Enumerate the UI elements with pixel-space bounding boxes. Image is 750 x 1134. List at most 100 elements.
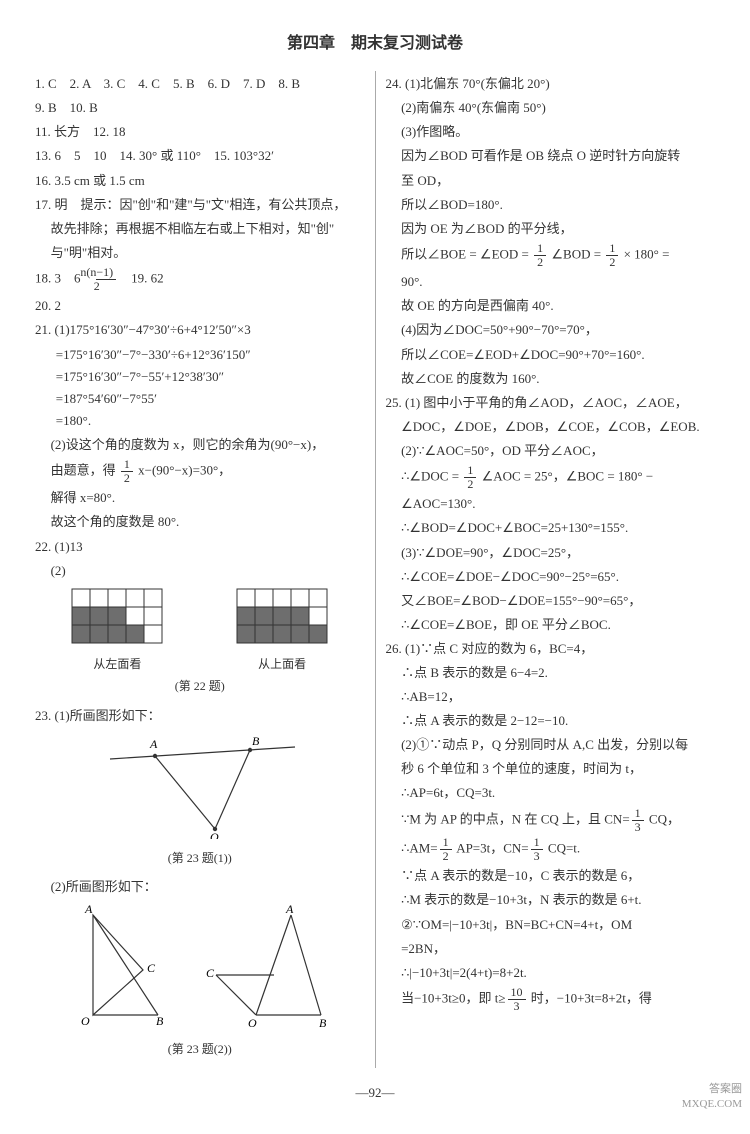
q23-1-svg: A B O — [100, 729, 300, 839]
q25-1a: 25. (1) 图中小于平角的角∠AOD，∠AOC，∠AOE， — [386, 392, 716, 414]
q23-2-svg-b: O B A C — [201, 900, 331, 1030]
q26-1b: ∴点 B 表示的数是 6−4=2. — [401, 662, 715, 684]
q24-3f: 所以∠BOE = ∠EOD = 12 ∠BOD = 12 × 180° = — [401, 242, 715, 269]
q24-4a: (4)因为∠DOC=50°+90°−70°=70°， — [401, 319, 715, 341]
q24-4c: 故∠COE 的度数为 160°. — [401, 368, 715, 390]
q26-2h: ②∵OM=|−10+3t|，BN=BC+CN=4+t，OM — [401, 914, 715, 936]
q21-2a: (2)设这个角的度数为 x，则它的余角为(90°−x)， — [51, 434, 365, 456]
q23-1-caption: (第 23 题(1)) — [35, 848, 365, 868]
q23-2-figures: O B A C O B A C — [35, 900, 365, 1037]
page-number: —92— — [25, 1082, 725, 1104]
q25-2b: ∴∠DOC = 12 ∠AOC = 25°，∠BOC = 180° − — [401, 464, 715, 491]
svg-text:B: B — [319, 1016, 327, 1030]
q25-1b: ∠DOC，∠DOE，∠DOB，∠COE，∠COB，∠EOB. — [401, 416, 715, 438]
q25-2c: ∠AOC=130°. — [401, 493, 715, 515]
svg-text:C: C — [206, 966, 215, 980]
svg-text:B: B — [156, 1014, 164, 1028]
q17-line3: 与"明"相对。 — [51, 242, 365, 264]
q16: 16. 3.5 cm 或 1.5 cm — [35, 170, 365, 192]
q24-1: 24. (1)北偏东 70°(东偏北 20°) — [386, 73, 716, 95]
q22-right-label: 从上面看 — [236, 654, 328, 674]
q25-2d: ∴∠BOD=∠DOC+∠BOC=25+130°=155°. — [401, 517, 715, 539]
q26-1a: 26. (1)∵点 C 对应的数为 6，BC=4， — [386, 638, 716, 660]
q11-12: 11. 长方 12. 18 — [35, 121, 365, 143]
q26-2a: (2)①∵动点 P，Q 分别同时从 A,C 出发，分别以每 — [401, 734, 715, 756]
q23-1: 23. (1)所画图形如下： — [35, 705, 365, 727]
q24-3h: 故 OE 的方向是西偏南 40°. — [401, 295, 715, 317]
q24-2: (2)南偏东 40°(东偏南 50°) — [401, 97, 715, 119]
q17-line1: 17. 明 提示：因"创"和"建"与"文"相连，有公共顶点， — [35, 194, 365, 216]
q24-3b: 因为∠BOD 可看作是 OB 绕点 O 逆时针方向旋转 — [401, 145, 715, 167]
q24-3g: 90°. — [401, 271, 715, 293]
q24-3a: (3)作图略。 — [401, 121, 715, 143]
svg-text:A: A — [285, 902, 294, 916]
right-column: 24. (1)北偏东 70°(东偏北 20°) (2)南偏东 40°(东偏南 5… — [376, 71, 726, 1068]
q22-left-grid — [71, 588, 163, 644]
answers-1-8: 1. C 2. A 3. C 4. C 5. B 6. D 7. D 8. B — [35, 73, 365, 95]
q25-2a: (2)∵∠AOC=50°，OD 平分∠AOC， — [401, 440, 715, 462]
q23-2: (2)所画图形如下： — [51, 876, 365, 898]
q22-left-label: 从左面看 — [71, 654, 163, 674]
q17-line2: 故先排除；再根据不相临左右或上下相对，知"创" — [51, 218, 365, 240]
q22-right-grid-wrap: 从上面看 — [236, 588, 328, 674]
q21-2d: 故这个角的度数是 80°. — [51, 511, 365, 533]
q23-1-figure: A B O — [35, 729, 365, 846]
q26-2d: ∵M 为 AP 的中点，N 在 CQ 上，且 CN=13 CQ， — [401, 807, 715, 834]
answers-9-10: 9. B 10. B — [35, 97, 365, 119]
q24-3d: 所以∠BOD=180°. — [401, 194, 715, 216]
content-columns: 1. C 2. A 3. C 4. C 5. B 6. D 7. D 8. B … — [25, 71, 725, 1068]
left-column: 1. C 2. A 3. C 4. C 5. B 6. D 7. D 8. B … — [25, 71, 376, 1068]
svg-text:O: O — [81, 1014, 90, 1028]
q18-19: 18. 3 6 n(n−1)2 19. 62 — [35, 266, 365, 293]
q25-3c: 又∠BOE=∠BOD−∠DOE=155°−90°=65°， — [401, 590, 715, 612]
watermark-line1: 答案圈 — [682, 1082, 742, 1096]
q26-2i: =2BN， — [401, 938, 715, 960]
q25-3b: ∴∠COE=∠DOE−∠DOC=90°−25°=65°. — [401, 566, 715, 588]
q26-1d: ∴点 A 表示的数是 2−12=−10. — [401, 710, 715, 732]
watermark-line2: MXQE.COM — [682, 1097, 742, 1111]
q21-1e: =180°. — [56, 410, 365, 432]
svg-text:O: O — [248, 1016, 257, 1030]
q21-2b-frac: 12 — [121, 458, 133, 485]
q22-caption: (第 22 题) — [35, 676, 365, 696]
q19: 19. 62 — [118, 271, 164, 286]
q22-right-grid — [236, 588, 328, 644]
q26-2c: ∴AP=6t，CQ=3t. — [401, 782, 715, 804]
q25-3d: ∴∠COE=∠BOE，即 OE 平分∠BOC. — [401, 614, 715, 636]
q24-3c: 至 OD， — [401, 170, 715, 192]
q26-1c: ∴AB=12， — [401, 686, 715, 708]
q21-2c: 解得 x=80°. — [51, 487, 365, 509]
q23-2-caption: (第 23 题(2)) — [35, 1039, 365, 1059]
watermark: 答案圈 MXQE.COM — [682, 1082, 742, 1111]
chapter-title: 第四章 期末复习测试卷 — [25, 30, 725, 57]
q21-1c: =175°16′30″−7°−55′+12°38′30″ — [56, 366, 365, 388]
q26-2e: ∴AM=12 AP=3t，CN=13 CQ=t. — [401, 836, 715, 863]
q22-grids: 从左面看 从上面看 — [35, 588, 365, 674]
q22-left-grid-wrap: 从左面看 — [71, 588, 163, 674]
svg-text:B: B — [252, 734, 260, 748]
q24-3e: 因为 OE 为∠BOD 的平分线， — [401, 218, 715, 240]
svg-text:C: C — [147, 961, 156, 975]
q26-2j: ∴|−10+3t|=2(4+t)=8+2t. — [401, 962, 715, 984]
q24-4b: 所以∠COE=∠EOD+∠DOC=90°+70°=160°. — [401, 344, 715, 366]
q25-3a: (3)∵∠DOE=90°，∠DOC=25°， — [401, 542, 715, 564]
q23-2-svg-a: O B A C — [68, 900, 198, 1030]
q22-2: (2) — [51, 560, 365, 582]
q21-1a: 21. (1)175°16′30″−47°30′÷6+4°12′50″×3 — [35, 319, 365, 341]
q22-1: 22. (1)13 — [35, 536, 365, 558]
svg-text:O: O — [210, 830, 219, 839]
q20: 20. 2 — [35, 295, 365, 317]
q26-2k: 当−10+3t≥0，即 t≥103 时，−10+3t=8+2t，得 — [401, 986, 715, 1013]
q13-15: 13. 6 5 10 14. 30° 或 110° 15. 103°32′ — [35, 145, 365, 167]
svg-text:A: A — [149, 737, 158, 751]
q21-1b: =175°16′30″−7°−330′÷6+12°36′150″ — [56, 344, 365, 366]
svg-text:A: A — [84, 902, 93, 916]
q21-2b-prefix: 由题意，得 — [51, 463, 119, 478]
q26-2f: ∵点 A 表示的数是−10，C 表示的数是 6， — [401, 865, 715, 887]
q21-1d: =187°54′60″−7°55′ — [56, 388, 365, 410]
q21-2b-suffix: x−(90°−x)=30°， — [135, 463, 231, 478]
q21-2b: 由题意，得 12 x−(90°−x)=30°， — [51, 458, 365, 485]
q26-2g: ∴M 表示的数是−10+3t，N 表示的数是 6+t. — [401, 889, 715, 911]
q26-2b: 秒 6 个单位和 3 个单位的速度，时间为 t， — [401, 758, 715, 780]
q18-fraction: n(n−1)2 — [96, 266, 117, 293]
